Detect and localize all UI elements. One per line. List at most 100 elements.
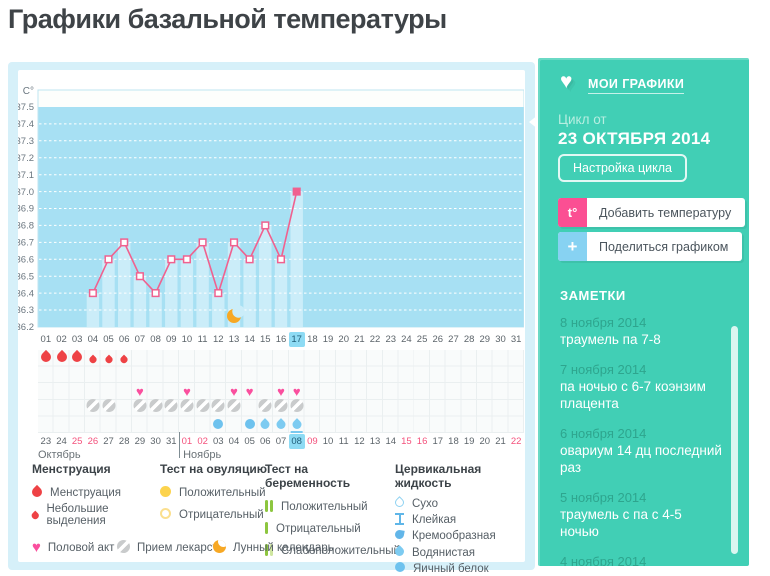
cycle-day-cell[interactable]: 26 [432, 334, 444, 345]
calendar-date-cell[interactable]: 16 [416, 436, 428, 447]
calendar-date-cell[interactable]: 04 [228, 436, 240, 447]
calendar-date-cell[interactable]: 07 [275, 436, 287, 447]
temperature-point[interactable] [292, 187, 301, 196]
cycle-day-cell[interactable]: 27 [448, 334, 459, 345]
cycle-day-cell[interactable]: 14 [244, 334, 255, 345]
note-date: 4 ноября 2014 [560, 554, 647, 566]
calendar-date-cell[interactable]: 02 [197, 436, 208, 447]
legend-item: Отрицательный [265, 518, 395, 540]
selected-day-underline [290, 430, 304, 433]
calendar-date-cell[interactable]: 13 [369, 436, 381, 447]
calendar-date-cell[interactable]: 19 [463, 436, 475, 447]
note-text: траумель с па с 4-5 ночью [560, 507, 682, 539]
cycle-day-cell[interactable]: 04 [87, 334, 99, 345]
temperature-point[interactable] [214, 289, 223, 298]
temperature-point[interactable] [276, 255, 286, 264]
cycle-day-cell[interactable]: 31 [510, 334, 522, 345]
medication-icon [149, 399, 163, 417]
legend-extra-item: ♥ Половой акт [32, 540, 114, 556]
cycle-day-cell[interactable]: 16 [275, 334, 287, 345]
month-divider [179, 432, 181, 458]
cycle-day-cell[interactable]: 23 [385, 334, 397, 345]
cycle-day-cell[interactable]: 05 [103, 334, 114, 345]
cycle-day-cell[interactable]: 09 [165, 334, 177, 345]
note-entry: 4 ноября 2014 Коэнзим плацента Вчера тян… [560, 553, 722, 566]
calendar-date-cell[interactable]: 11 [338, 436, 349, 447]
temperature-point[interactable] [198, 238, 207, 247]
legend-extra-item: Лунный календарь [213, 540, 334, 556]
cycle-day-cell[interactable]: 12 [212, 334, 224, 345]
cycle-day-cell[interactable]: 01 [40, 334, 52, 345]
temperature-point[interactable] [261, 221, 270, 230]
cycle-day-cell[interactable]: 30 [495, 334, 506, 345]
bar-one-icon [265, 521, 268, 537]
share-chart-button[interactable]: + Поделиться графиком [558, 232, 743, 261]
cycle-day-cell[interactable]: 15 [260, 334, 271, 345]
calendar-date-cell[interactable]: 01 [181, 436, 193, 447]
calendar-date-cell[interactable]: 15 [401, 436, 412, 447]
cycle-settings-button[interactable]: Настройка цикла [558, 154, 688, 182]
cycle-day-cell[interactable]: 29 [479, 334, 491, 345]
notes-scrollbar[interactable] [731, 326, 738, 554]
calendar-date-cell[interactable]: 10 [322, 436, 334, 447]
cycle-day-cell[interactable]: 08 [150, 334, 161, 345]
cycle-day-cell[interactable]: 19 [322, 334, 334, 345]
temperature-point[interactable] [104, 255, 113, 264]
cycle-day-cell[interactable]: 06 [118, 334, 130, 345]
day-value-bar [133, 276, 147, 327]
temperature-point[interactable] [151, 289, 160, 298]
temperature-point[interactable] [88, 289, 97, 298]
temperature-point[interactable] [245, 255, 254, 264]
cycle-day-cell[interactable]: 02 [56, 334, 67, 345]
cycle-day-cell[interactable]: 20 [338, 334, 349, 345]
my-charts-link[interactable]: МОИ ГРАФИКИ [588, 77, 685, 94]
calendar-date-cell[interactable]: 17 [432, 436, 444, 447]
calendar-date-cell[interactable]: 08 [288, 434, 305, 449]
day-value-bar [212, 293, 225, 327]
medication-icon [133, 399, 147, 417]
calendar-date-cell[interactable]: 12 [354, 436, 365, 447]
cycle-day-cell[interactable]: 25 [416, 334, 428, 345]
cycle-day-cell[interactable]: 10 [181, 334, 193, 345]
calendar-date-cell[interactable]: 31 [165, 436, 177, 447]
calendar-date-cell[interactable]: 24 [56, 436, 67, 447]
cycle-day-cell[interactable]: 03 [71, 334, 83, 345]
calendar-date-cell[interactable]: 20 [479, 436, 491, 447]
calendar-date-cell[interactable]: 29 [134, 436, 146, 447]
calendar-date-cell[interactable]: 21 [495, 436, 506, 447]
calendar-date-cell[interactable]: 05 [244, 436, 255, 447]
cycle-day-cell[interactable]: 13 [228, 334, 240, 345]
cycle-day-cell[interactable]: 07 [134, 334, 146, 345]
intercourse-icon: ♥ [277, 383, 285, 399]
calendar-date-cell[interactable]: 22 [510, 436, 522, 447]
cycle-day-cell[interactable]: 18 [307, 334, 318, 345]
temperature-point[interactable] [120, 238, 129, 247]
calendar-date-cell[interactable]: 18 [448, 436, 459, 447]
temperature-point[interactable] [167, 255, 176, 264]
calendar-date-cell[interactable]: 25 [71, 436, 83, 447]
chart-card: C° 37.5 37.4 37.3 37.2 37.1 37.0 36.9 36.8 36.7 36… [8, 62, 535, 575]
cycle-day-cell[interactable]: 21 [354, 334, 365, 345]
calendar-date-cell[interactable]: 27 [103, 436, 114, 447]
cervical-fluid-eggwhite-icon [244, 416, 255, 434]
cycle-day-cell[interactable]: 22 [369, 334, 381, 345]
legend-item-label: Отрицательный [179, 509, 264, 521]
cycle-day-cell[interactable]: 17 [288, 332, 305, 347]
calendar-date-cell[interactable]: 09 [307, 436, 318, 447]
calendar-date-cell[interactable]: 26 [87, 436, 99, 447]
cycle-day-cell[interactable]: 24 [401, 334, 412, 345]
cycle-start-date: 23 ОКТЯБРЯ 2014 [558, 129, 711, 148]
temperature-point[interactable] [182, 255, 191, 264]
calendar-date-cell[interactable]: 23 [40, 436, 52, 447]
calendar-date-cell[interactable]: 06 [260, 436, 271, 447]
cycle-day-cell[interactable]: 28 [463, 334, 475, 345]
temperature-point[interactable] [229, 238, 239, 247]
calendar-date-cell[interactable]: 30 [150, 436, 161, 447]
temperature-point[interactable] [135, 272, 144, 281]
add-temperature-button[interactable]: t° Добавить температуру [558, 198, 746, 227]
calendar-date-cell[interactable]: 03 [212, 436, 224, 447]
calendar-date-cell[interactable]: 14 [385, 436, 397, 447]
cycle-day-cell[interactable]: 11 [197, 334, 208, 345]
calendar-date-cell[interactable]: 28 [118, 436, 130, 447]
cf-dry-icon [393, 496, 406, 510]
